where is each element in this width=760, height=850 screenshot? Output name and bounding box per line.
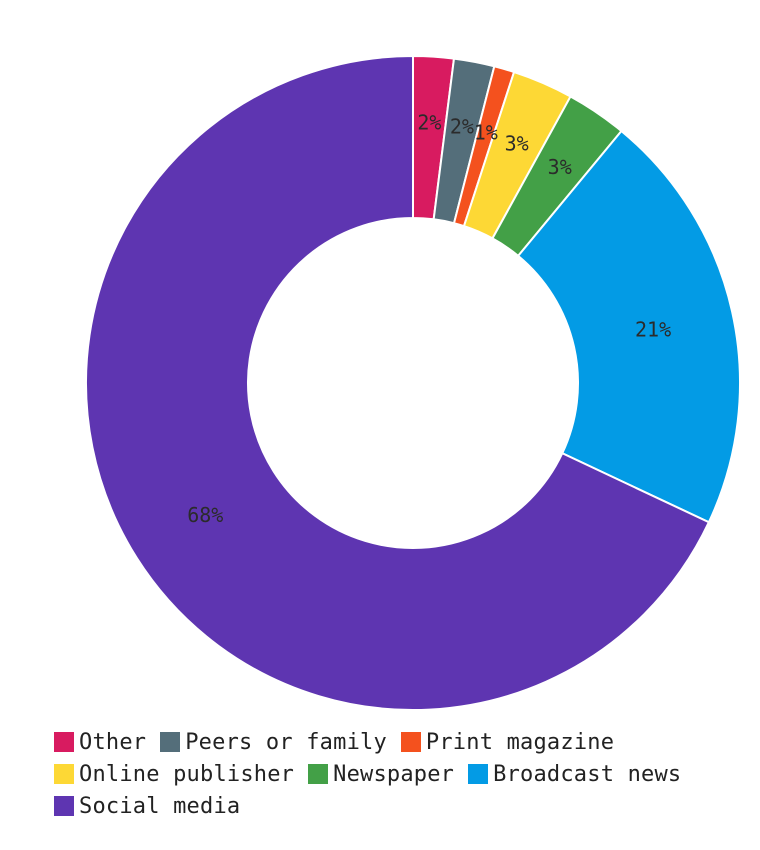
data-label-other: 2% [417,111,441,135]
donut-chart-svg: 2% 2% 1% 3%3%21%68% [85,54,741,711]
slices-layer [85,54,741,711]
legend-label-other: Other [79,729,147,755]
data-label-peers-or-family: 2% [450,115,474,139]
legend-row-1: Other Peers or family Print magazine [54,726,754,758]
legend-label-print-magazine: Print magazine [425,729,615,755]
legend-item-online-publisher[interactable]: Online publisher [54,762,294,787]
legend-row-3: Social media [54,790,754,822]
legend-swatch-online-publisher [54,764,74,784]
legend-swatch-peers-or-family [160,732,181,752]
legend-label-peers-or-family: Peers or family [185,729,387,755]
legend-swatch-other [54,732,74,752]
legend-row-2: Online publisher Newspaper Broadcast new… [54,758,754,790]
legend-swatch-social-media [54,796,74,816]
legend-swatch-newspaper [308,764,329,784]
legend-item-other[interactable]: Other [54,730,146,755]
legend-label-broadcast-news: Broadcast news [493,761,682,787]
legend-label-newspaper: Newspaper [333,761,455,787]
legend-item-social-media[interactable]: Social media [54,794,240,819]
labels-layer: 2% 2% 1% 3%3%21%68% [187,111,671,527]
legend-swatch-broadcast-news [468,764,489,784]
data-label-print-magazine: 1% [474,120,498,144]
legend-label-social-media: Social media [79,793,241,819]
data-label-online-publisher: 3% [505,131,529,155]
legend-item-print-magazine[interactable]: Print magazine [400,729,615,755]
legend-swatch-print-magazine [400,732,421,752]
slice-broadcast-news[interactable] [516,129,741,524]
legend-item-newspaper[interactable]: Newspaper [308,762,454,787]
data-label-newspaper: 3% [548,155,572,179]
data-label-broadcast-news: 21% [635,317,671,341]
legend-item-broadcast-news[interactable]: Broadcast news [468,762,681,787]
legend-item-peers-or-family[interactable]: Peers or family [160,730,387,755]
slice-social-media[interactable] [85,54,711,711]
legend-label-online-publisher: Online publisher [79,761,295,787]
chart-legend: Other Peers or family Print magazine Onl… [54,726,754,822]
data-label-social-media: 68% [187,503,223,527]
